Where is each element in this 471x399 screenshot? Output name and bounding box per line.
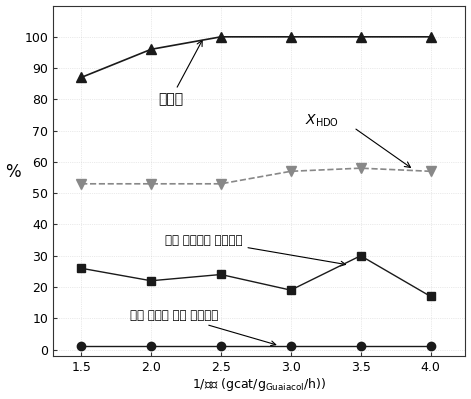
Y-axis label: %: % (6, 163, 21, 181)
Text: 含氧 化合物 转甲 基化比率: 含氧 化合物 转甲 基化比率 (130, 309, 276, 346)
Text: $X_{\mathrm{HDO}}$: $X_{\mathrm{HDO}}$ (305, 113, 339, 129)
Text: 转化率: 转化率 (158, 40, 202, 107)
Text: 碳氢 化合转甲 基化比率: 碳氢 化合转甲 基化比率 (165, 233, 346, 266)
X-axis label: 1/空速 (gcat/g$_{\mathrm{Guaiacol}}$/h)): 1/空速 (gcat/g$_{\mathrm{Guaiacol}}$/h)) (192, 376, 326, 393)
